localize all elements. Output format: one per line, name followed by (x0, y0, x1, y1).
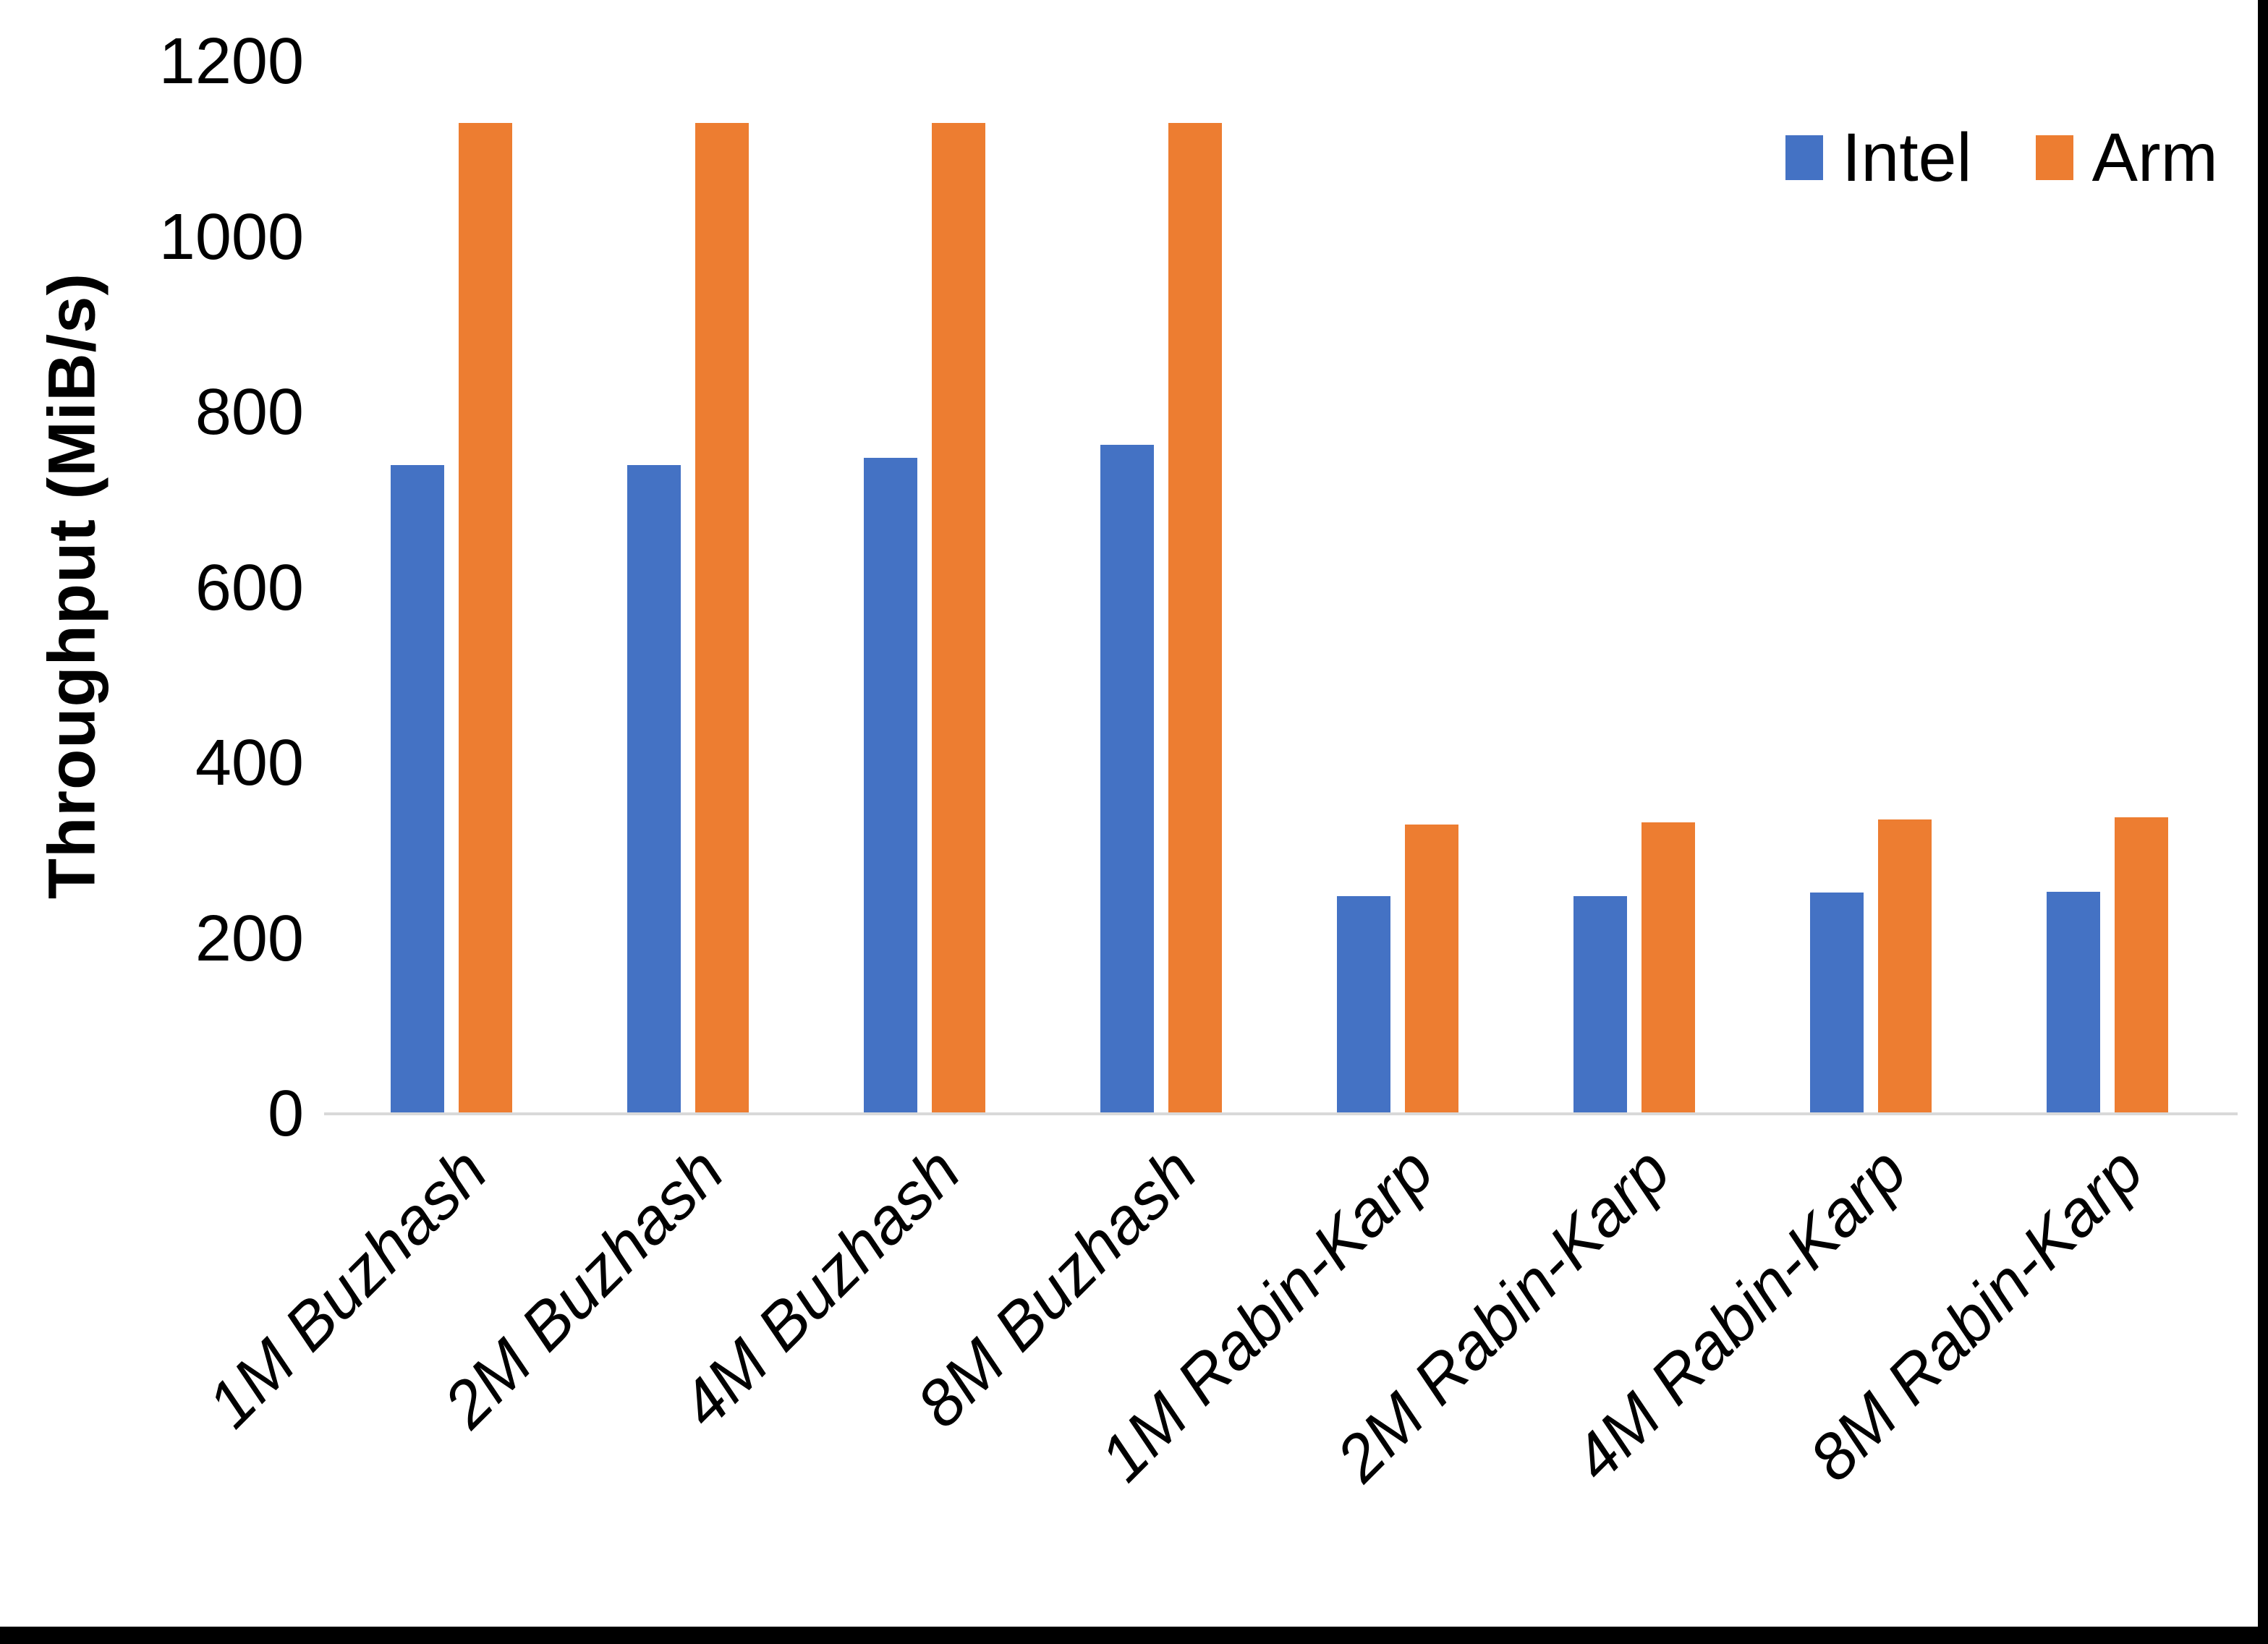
legend-item-arm: Arm (2035, 119, 2218, 196)
y-tick-label: 800 (195, 376, 304, 448)
category-slot (1516, 61, 1752, 1114)
bar-intel-4m-buzhash (863, 458, 917, 1114)
y-tick-label: 1200 (158, 25, 304, 98)
bar-intel-8m-rabin-karp (2046, 892, 2100, 1114)
x-axis-labels: 1M Buzhash 2M Buzhash 4M Buzhash 8M Buzhash… (194, 1114, 2225, 1562)
legend-label-arm: Arm (2091, 119, 2218, 196)
y-tick-label: 600 (195, 551, 304, 624)
category-slot (806, 61, 1042, 1114)
category-slot (1989, 61, 2225, 1114)
category-slot (333, 61, 569, 1114)
legend-item-intel: Intel (1785, 122, 1972, 194)
category-slot (1752, 61, 1989, 1114)
legend-label-intel: Intel (1842, 119, 1972, 196)
bar-arm-8m-rabin-karp (2114, 817, 2168, 1114)
legend-swatch-intel (1785, 135, 1823, 180)
bar-intel-1m-rabin-karp (1336, 896, 1390, 1114)
bar-intel-2m-buzhash (627, 464, 681, 1114)
x-axis-line (324, 1112, 2238, 1115)
category-slot (1279, 61, 1516, 1114)
plot-area (333, 61, 2225, 1114)
bar-arm-1m-rabin-karp (1404, 824, 1458, 1114)
y-tick-label: 400 (195, 727, 304, 799)
category-slot (1042, 61, 1279, 1114)
bar-intel-1m-buzhash (390, 464, 444, 1114)
bar-arm-1m-buzhash (458, 122, 512, 1114)
y-tick-label: 1000 (158, 200, 304, 273)
bar-arm-2m-buzhash (695, 122, 749, 1114)
bar-intel-8m-buzhash (1100, 444, 1154, 1114)
x-label-slot: 8M Rabin-Karp (1796, 1114, 2225, 1562)
y-tick-label: 200 (195, 902, 304, 975)
right-border (2258, 0, 2268, 1644)
bar-arm-4m-rabin-karp (1877, 819, 1932, 1114)
bar-arm-8m-buzhash (1168, 122, 1222, 1114)
legend-swatch-arm (2035, 135, 2073, 180)
category-slot (569, 61, 806, 1114)
y-tick-label: 0 (267, 1078, 304, 1150)
bottom-border (0, 1627, 2268, 1644)
bar-arm-4m-buzhash (931, 122, 985, 1114)
bar-intel-2m-rabin-karp (1573, 896, 1627, 1114)
bar-arm-2m-rabin-karp (1641, 822, 1695, 1114)
legend: Intel Arm (1785, 122, 2218, 194)
bar-intel-4m-rabin-karp (1809, 893, 1864, 1114)
